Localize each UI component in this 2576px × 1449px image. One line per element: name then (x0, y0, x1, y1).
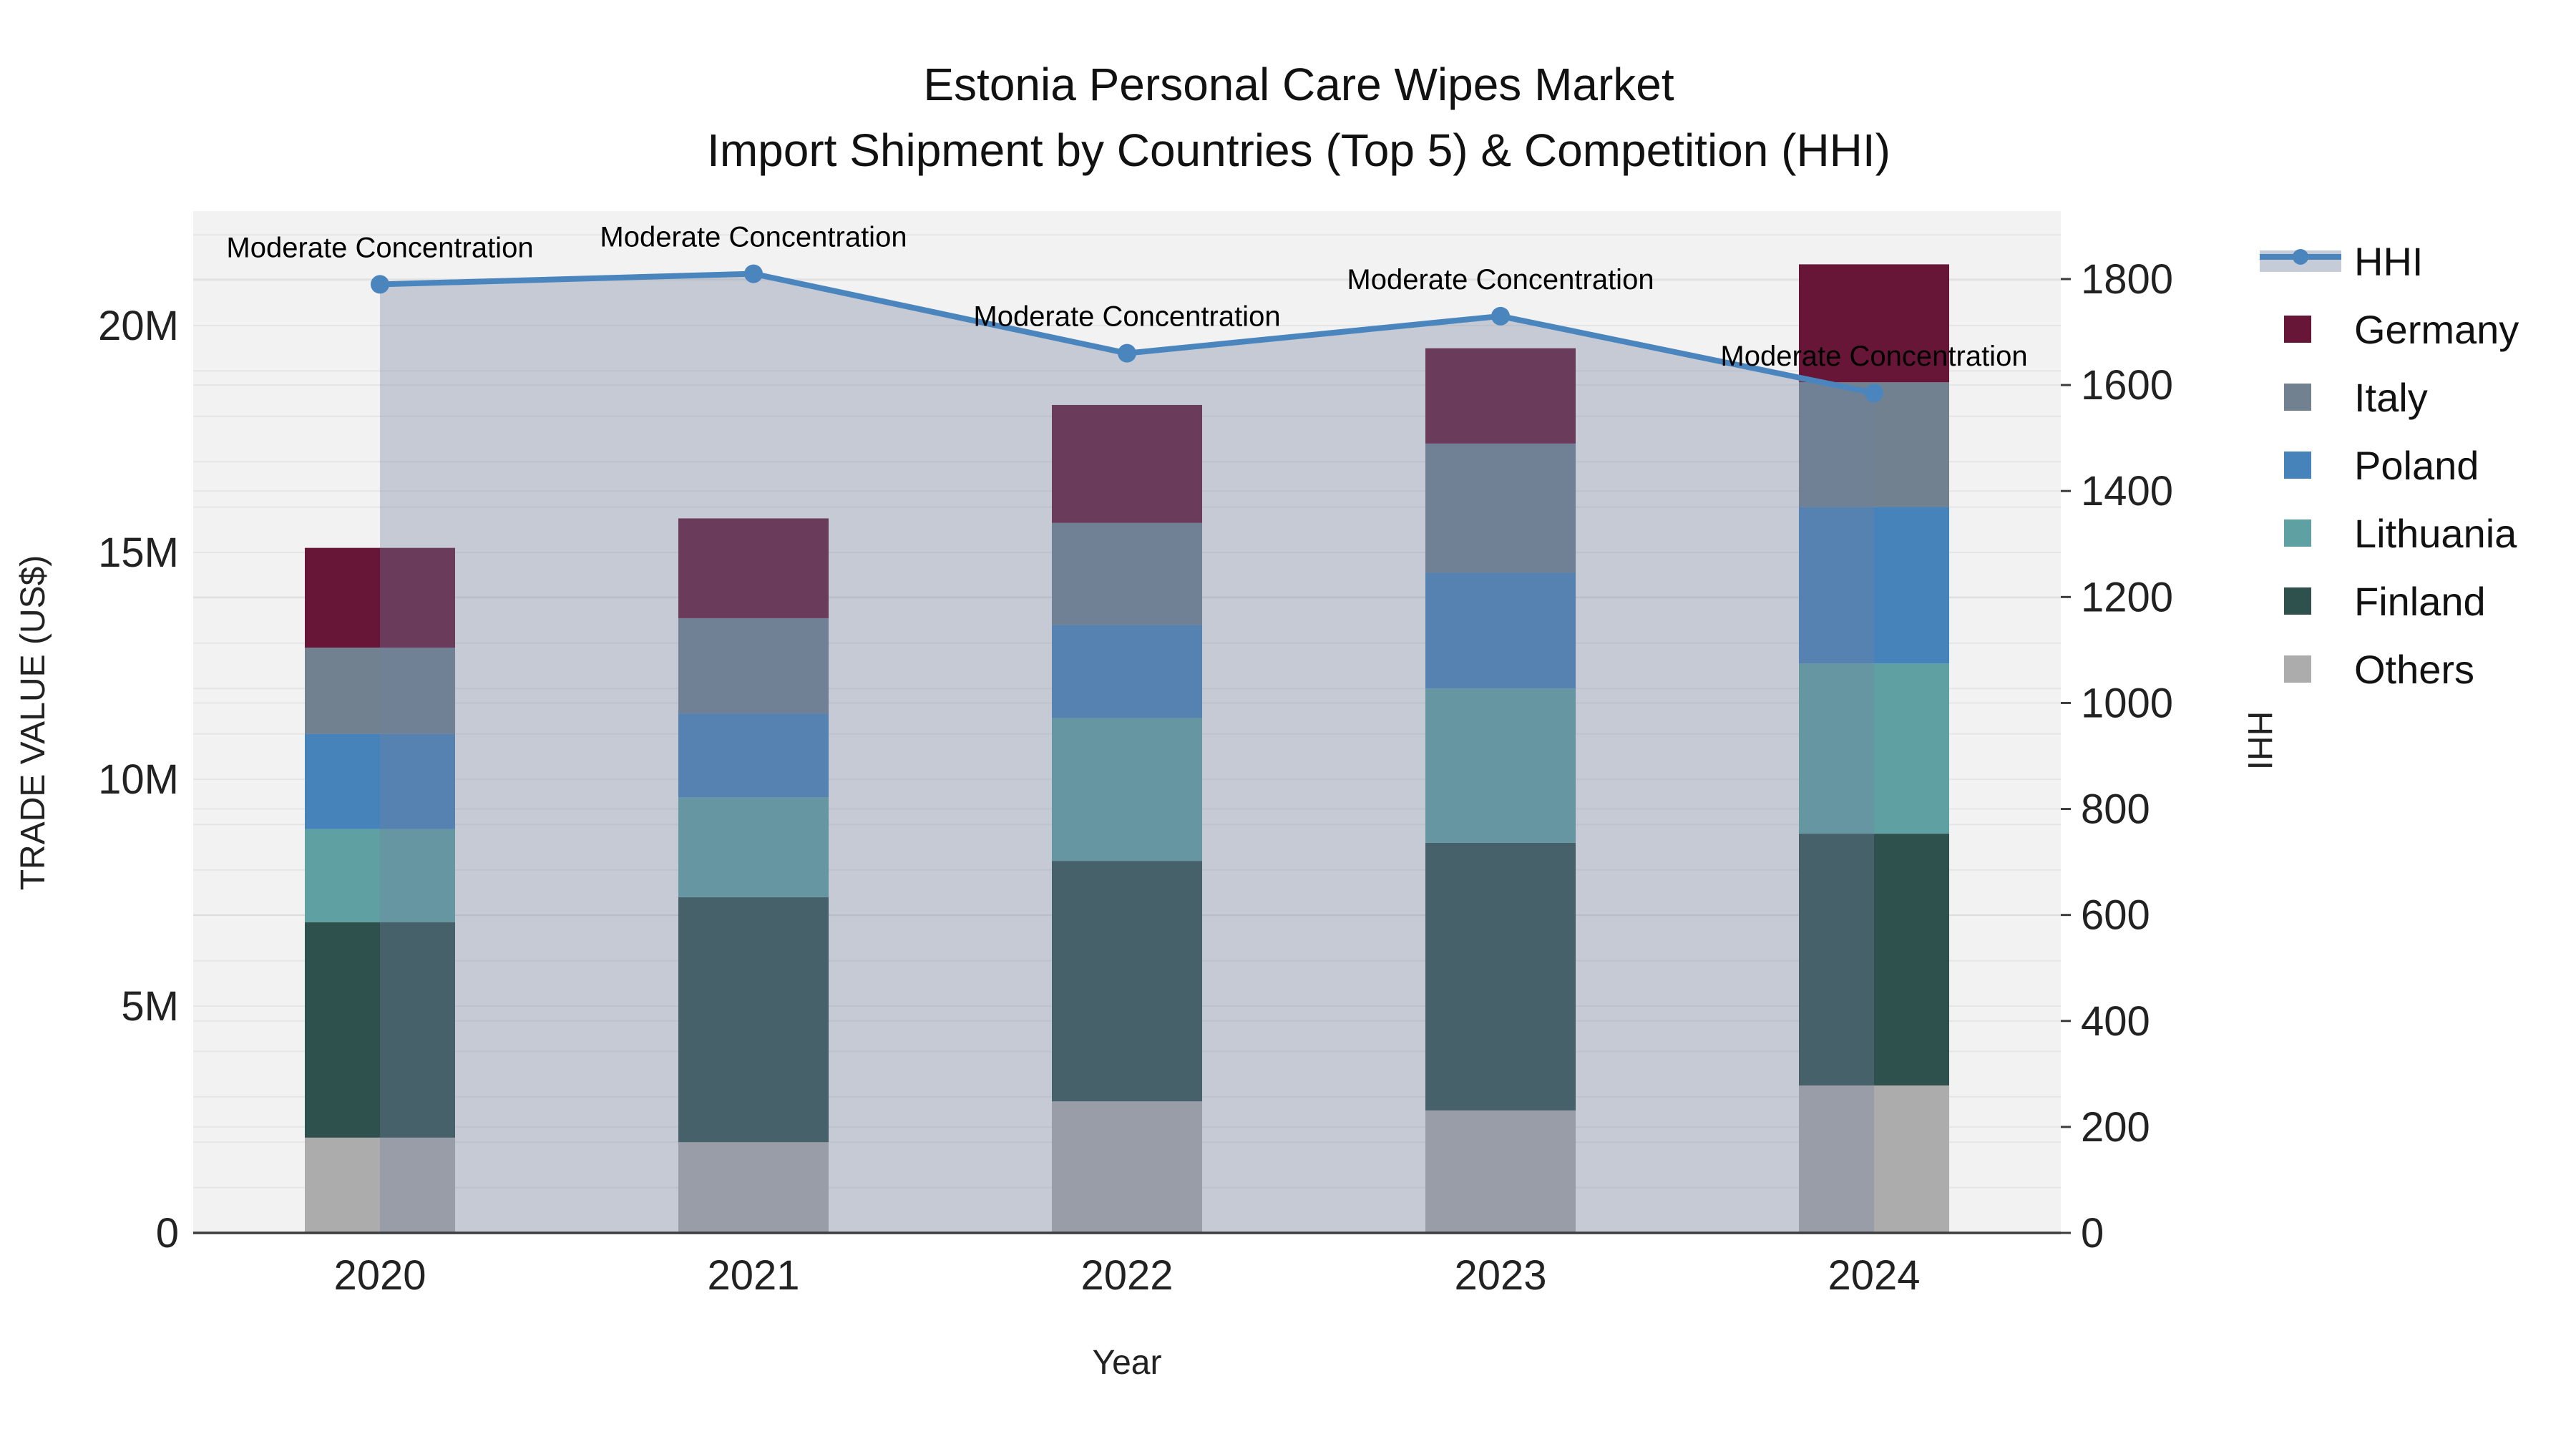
legend-label-finland: Finland (2354, 579, 2486, 624)
legend-label-lithuania: Lithuania (2354, 511, 2517, 556)
left-tick-20M: 20M (98, 303, 179, 349)
bar-segment-poland-2021[interactable] (678, 713, 829, 798)
bar-segment-italy-2022[interactable] (1052, 522, 1202, 625)
x-tick-2022: 2022 (1080, 1252, 1173, 1299)
left-tick-5M: 5M (121, 983, 179, 1030)
bar-segment-germany-2021[interactable] (678, 518, 829, 618)
legend-item-lithuania[interactable]: Lithuania (2284, 511, 2517, 556)
bar-segment-others-2021[interactable] (678, 1142, 829, 1233)
legend-item-hhi[interactable]: HHI (2260, 239, 2423, 284)
legend-item-germany[interactable]: Germany (2284, 307, 2519, 352)
legend-label-italy: Italy (2354, 375, 2428, 420)
annotation-2023: Moderate Concentration (1347, 264, 1654, 296)
bar-segment-finland-2023[interactable] (1425, 842, 1576, 1111)
right-tick-200: 200 (2081, 1104, 2150, 1151)
legend-swatch-finland (2284, 587, 2311, 615)
bar-segment-germany-2024[interactable] (1799, 264, 1949, 383)
hhi-legend-marker (2293, 249, 2308, 265)
right-tick-1000: 1000 (2081, 680, 2173, 726)
bar-segment-poland-2024[interactable] (1799, 507, 1949, 664)
legend-item-others[interactable]: Others (2284, 647, 2474, 692)
chart-title-line2: Import Shipment by Countries (Top 5) & C… (707, 125, 1890, 176)
bar-segment-germany-2020[interactable] (305, 547, 455, 648)
bar-segment-lithuania-2020[interactable] (305, 829, 455, 922)
hhi-marker-2022[interactable] (1118, 343, 1136, 363)
x-axis-title: Year (1093, 1344, 1162, 1382)
legend-swatch-italy (2284, 384, 2311, 411)
x-tick-2020: 2020 (333, 1252, 426, 1299)
bar-segment-others-2024[interactable] (1799, 1085, 1949, 1233)
right-tick-1200: 1200 (2081, 574, 2173, 620)
hhi-marker-2023[interactable] (1491, 306, 1510, 326)
bar-segment-italy-2020[interactable] (305, 648, 455, 734)
annotation-2022: Moderate Concentration (973, 301, 1280, 333)
right-tick-1600: 1600 (2081, 362, 2173, 409)
legend-swatch-poland (2284, 452, 2311, 479)
right-axis-tickmarks (2061, 278, 2071, 1234)
right-axis-tick-labels: 0 200 400 600 800 1000 1200 1400 1600 1800 (2081, 256, 2173, 1257)
legend-label-others: Others (2354, 647, 2474, 692)
right-tick-800: 800 (2081, 786, 2150, 833)
left-tick-0: 0 (156, 1210, 179, 1257)
annotation-2020: Moderate Concentration (226, 232, 533, 263)
stacked-bars (305, 264, 1949, 1233)
right-tick-1400: 1400 (2081, 468, 2173, 514)
hhi-marker-2021[interactable] (744, 264, 763, 283)
x-tick-2024: 2024 (1828, 1252, 1920, 1299)
legend-label-poland: Poland (2354, 443, 2479, 488)
bar-segment-others-2022[interactable] (1052, 1101, 1202, 1233)
right-tick-0: 0 (2081, 1210, 2104, 1257)
chart-title-line1: Estonia Personal Care Wipes Market (923, 59, 1674, 110)
annotations: Moderate Concentration Moderate Concentra… (226, 222, 2027, 373)
hhi-area-fill (380, 273, 1874, 1233)
right-tick-600: 600 (2081, 892, 2150, 939)
right-tick-1800: 1800 (2081, 256, 2173, 303)
bar-segment-germany-2023[interactable] (1425, 348, 1576, 444)
hhi-marker-2020[interactable] (371, 275, 389, 294)
bar-segment-finland-2021[interactable] (678, 897, 829, 1143)
bar-segment-italy-2024[interactable] (1799, 382, 1949, 507)
bar-segment-others-2020[interactable] (305, 1137, 455, 1233)
legend-item-finland[interactable]: Finland (2284, 579, 2486, 624)
bar-segment-germany-2022[interactable] (1052, 404, 1202, 523)
left-tick-15M: 15M (98, 530, 179, 576)
bar-segment-finland-2022[interactable] (1052, 861, 1202, 1102)
bar-segment-lithuania-2023[interactable] (1425, 688, 1576, 843)
bar-segment-lithuania-2024[interactable] (1799, 663, 1949, 834)
x-axis-tick-labels: 2020 2021 2022 2023 2024 (333, 1252, 1920, 1299)
annotation-2024: Moderate Concentration (1720, 341, 2027, 372)
left-axis-tick-labels: 0 5M 10M 15M 20M (98, 303, 179, 1257)
annotation-2021: Moderate Concentration (600, 222, 907, 253)
legend-item-poland[interactable]: Poland (2284, 443, 2479, 488)
bar-segment-poland-2020[interactable] (305, 733, 455, 829)
right-tick-400: 400 (2081, 998, 2150, 1045)
bar-segment-poland-2022[interactable] (1052, 625, 1202, 718)
left-axis-title: TRADE VALUE (US$) (14, 555, 52, 891)
bar-segment-finland-2020[interactable] (305, 922, 455, 1138)
right-axis-title: HHI (2240, 711, 2278, 771)
bar-segment-italy-2021[interactable] (678, 618, 829, 714)
legend-item-italy[interactable]: Italy (2284, 375, 2428, 420)
left-tick-10M: 10M (98, 756, 179, 803)
hhi-marker-2024[interactable] (1865, 384, 1883, 403)
legend-swatch-lithuania (2284, 519, 2311, 547)
legend: HHI Germany Italy Poland Lithuania Finland Oth… (2260, 239, 2519, 692)
legend-label-hhi: HHI (2354, 239, 2423, 284)
bar-segment-others-2023[interactable] (1425, 1110, 1576, 1233)
bar-segment-lithuania-2021[interactable] (678, 797, 829, 897)
bar-segment-lithuania-2022[interactable] (1052, 718, 1202, 862)
x-tick-2021: 2021 (707, 1252, 799, 1299)
legend-swatch-germany (2284, 316, 2311, 343)
hhi-markers (371, 264, 1883, 403)
x-tick-2023: 2023 (1454, 1252, 1546, 1299)
legend-swatch-others (2284, 655, 2311, 683)
bar-segment-poland-2023[interactable] (1425, 572, 1576, 689)
legend-label-germany: Germany (2354, 307, 2519, 352)
bar-segment-italy-2023[interactable] (1425, 443, 1576, 573)
bar-segment-finland-2024[interactable] (1799, 834, 1949, 1085)
